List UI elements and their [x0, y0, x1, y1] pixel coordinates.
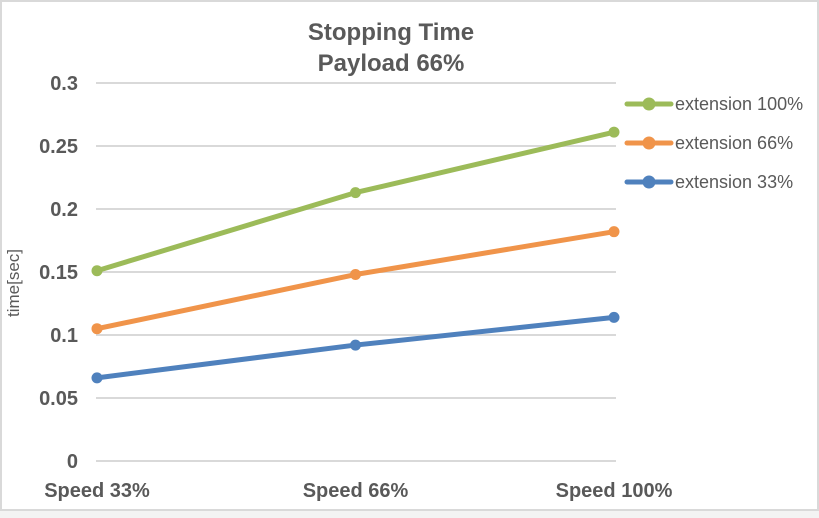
y-tick-label: 0 — [67, 451, 78, 473]
y-tick-label: 0.15 — [39, 262, 78, 284]
y-tick-labels-group: 0 0.05 0.1 0.15 0.2 0.25 0.3 — [39, 73, 78, 473]
legend-item-extension-66: extension 66% — [624, 133, 793, 153]
data-point-extension-66 — [350, 269, 361, 281]
legend: extension 100% extension 66% extension 33% — [624, 94, 803, 192]
legend-label: extension 33% — [675, 172, 793, 192]
data-point-extension-100 — [608, 126, 620, 138]
data-point-extension-66 — [608, 226, 620, 238]
y-tick-label: 0.3 — [50, 73, 78, 95]
chart-title: Stopping Time — [308, 19, 474, 46]
y-tick-label: 0.2 — [50, 199, 78, 221]
data-point-extension-33 — [91, 372, 103, 384]
legend-marker-dot — [642, 175, 656, 189]
data-point-extension-66 — [91, 323, 103, 335]
x-category-label-speed-100: Speed 100% — [556, 480, 673, 502]
x-category-labels-group: Speed 33% Speed 66% Speed 100% — [44, 480, 672, 502]
data-point-extension-33 — [608, 311, 620, 323]
data-point-extension-100 — [91, 265, 103, 277]
x-category-label-speed-33: Speed 33% — [44, 480, 150, 502]
y-tick-label: 0.25 — [39, 136, 78, 158]
legend-marker-dot — [642, 136, 656, 150]
chart-subtitle: Payload 66% — [318, 50, 465, 77]
legend-marker-dot — [642, 97, 656, 111]
y-tick-label: 0.1 — [50, 325, 78, 347]
legend-label: extension 66% — [675, 133, 793, 153]
x-category-label-speed-66: Speed 66% — [303, 480, 409, 502]
legend-item-extension-33: extension 33% — [624, 172, 793, 192]
series-group — [91, 126, 620, 384]
legend-label: extension 100% — [675, 94, 803, 114]
data-point-extension-100 — [350, 187, 361, 199]
legend-item-extension-100: extension 100% — [624, 94, 803, 114]
gridlines-group — [96, 82, 616, 462]
series-line-extension-100 — [94, 129, 617, 274]
y-tick-label: 0.05 — [39, 388, 78, 410]
data-point-extension-33 — [350, 339, 361, 351]
y-axis-title: time[sec] — [4, 249, 23, 317]
